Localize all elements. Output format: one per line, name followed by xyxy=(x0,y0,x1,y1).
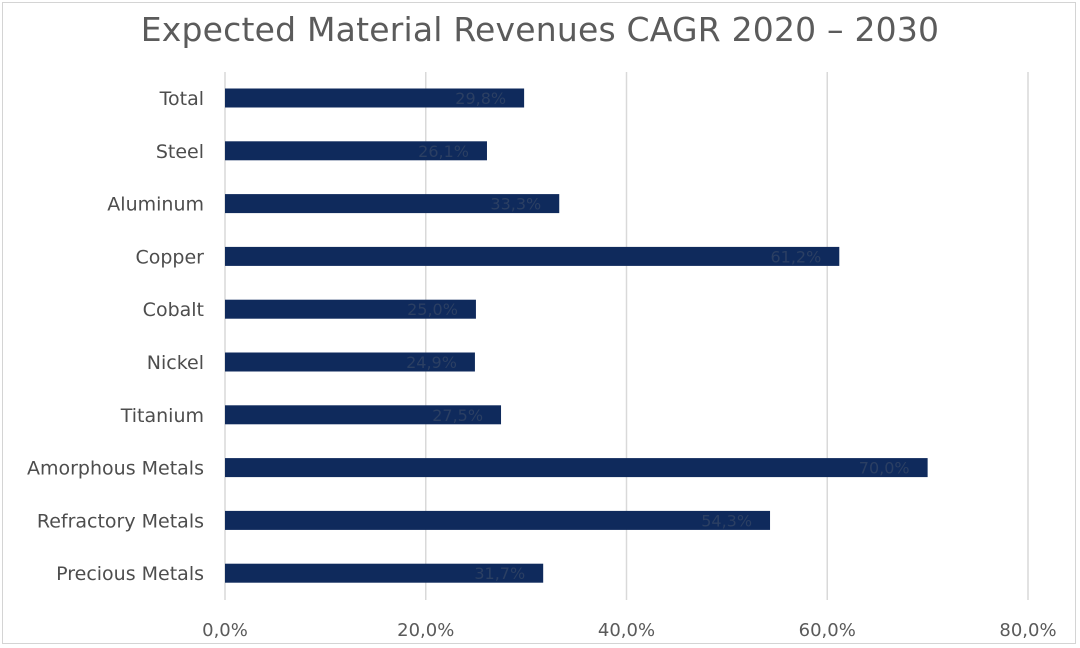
data-label: 54,3% xyxy=(701,511,752,530)
bar xyxy=(225,405,502,425)
x-tick-label: 0,0% xyxy=(202,620,248,641)
x-tick-label: 60,0% xyxy=(799,620,856,641)
category-label: Amorphous Metals xyxy=(27,458,204,480)
data-label: 70,0% xyxy=(859,459,910,478)
chart-title: Expected Material Revenues CAGR 2020 – 2… xyxy=(140,10,940,49)
category-label: Nickel xyxy=(147,352,204,374)
bar xyxy=(225,458,928,478)
data-label: 61,2% xyxy=(770,247,821,266)
category-label: Precious Metals xyxy=(56,563,204,585)
data-label: 31,7% xyxy=(474,564,525,583)
bar xyxy=(225,246,840,266)
bar xyxy=(225,88,525,108)
data-label: 26,1% xyxy=(418,142,469,161)
bar xyxy=(225,141,487,161)
x-tick-label: 20,0% xyxy=(397,620,454,641)
x-tick-label: 80,0% xyxy=(999,620,1056,641)
data-label: 33,3% xyxy=(490,195,541,214)
category-label: Refractory Metals xyxy=(37,510,204,532)
bar xyxy=(225,352,475,372)
data-label: 29,8% xyxy=(455,89,506,108)
category-label: Steel xyxy=(156,141,204,163)
bar xyxy=(225,194,560,214)
x-tick-label: 40,0% xyxy=(598,620,655,641)
category-label: Copper xyxy=(135,246,204,268)
category-label: Total xyxy=(159,88,204,110)
category-label: Aluminum xyxy=(107,194,204,216)
data-label: 24,9% xyxy=(406,353,457,372)
data-label: 25,0% xyxy=(407,300,458,319)
category-label: Titanium xyxy=(120,405,204,427)
bar xyxy=(225,510,771,530)
data-label: 27,5% xyxy=(432,406,483,425)
category-label: Cobalt xyxy=(143,299,204,321)
bar xyxy=(225,299,476,319)
bar xyxy=(225,563,544,583)
